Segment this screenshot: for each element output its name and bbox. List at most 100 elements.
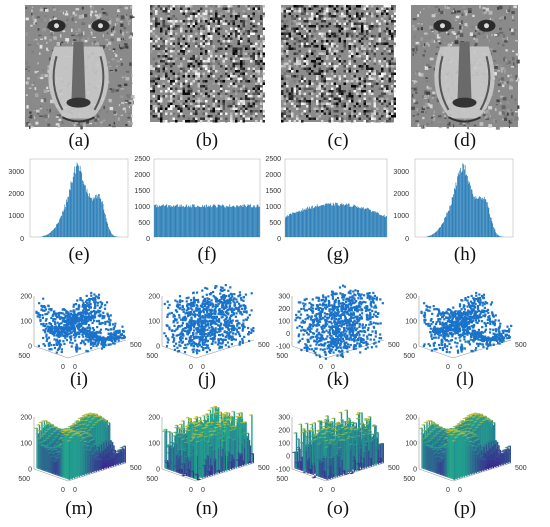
scatter-point	[227, 327, 230, 330]
scatter-point	[201, 309, 204, 312]
scatter-point	[471, 350, 474, 353]
scatter-point	[207, 347, 210, 350]
scatter-point	[113, 325, 117, 328]
scatter-point	[198, 340, 201, 343]
scatter-point	[56, 333, 59, 336]
scatter-point	[220, 345, 223, 348]
scatter-point	[371, 298, 374, 301]
scatter-point	[195, 307, 198, 310]
histogram-bar	[320, 205, 321, 237]
scatter-point	[95, 320, 99, 323]
scatter-point	[310, 324, 313, 327]
scatter-point	[323, 348, 326, 351]
scatter-point	[329, 348, 332, 351]
histogram-bar	[250, 204, 251, 237]
scatter-point	[45, 318, 48, 321]
scatter-point	[65, 327, 68, 330]
surface3d-m: 200 100 0 500 0 0 500	[10, 393, 142, 494]
scatter-point	[226, 309, 229, 312]
scatter-point	[354, 335, 357, 338]
scatter-point	[54, 318, 57, 321]
axis-tick-label: 500	[403, 353, 415, 360]
scatter-point	[92, 344, 95, 348]
scatter-point	[207, 332, 210, 335]
scatter-point	[104, 320, 107, 324]
scatter-point	[73, 336, 76, 339]
scatter-point	[473, 331, 476, 334]
scatter-point	[423, 321, 426, 324]
scatter-point	[341, 352, 344, 356]
scatter-point	[352, 306, 355, 309]
histogram-bar	[216, 207, 217, 237]
scatter-point	[59, 317, 62, 321]
scatter-point	[428, 344, 432, 347]
scatter-point	[348, 323, 351, 326]
surface-cell	[95, 415, 100, 417]
scatter-point	[200, 338, 203, 341]
scatter-point	[327, 299, 330, 302]
scatter-point	[97, 297, 100, 300]
scatter-point	[68, 318, 71, 321]
histogram-bar	[311, 206, 313, 237]
scatter-point	[203, 341, 206, 344]
scatter-point	[461, 334, 464, 337]
scatter-point	[469, 310, 472, 313]
scatter-point	[198, 342, 201, 345]
ytick-label: 2000	[8, 191, 24, 198]
scatter-point	[108, 321, 111, 324]
scatter-point	[223, 319, 226, 322]
scatter-point	[374, 315, 377, 318]
scatter-point	[227, 324, 231, 327]
scatter-point	[344, 315, 347, 318]
scatter-point	[473, 338, 476, 341]
scatter-point	[502, 339, 505, 342]
histogram-bar	[472, 193, 474, 237]
scatter-point	[457, 333, 460, 336]
scatter-point	[77, 304, 80, 307]
scatter-point	[73, 320, 76, 324]
scatter-point	[215, 303, 218, 306]
scatter-point	[85, 309, 88, 312]
surface-cell	[97, 443, 103, 446]
scatter-point	[320, 344, 323, 347]
histogram-bar	[233, 205, 235, 237]
scatter-point	[243, 310, 246, 313]
axis-tick-label: 0	[201, 364, 205, 371]
scatter-point	[339, 292, 342, 295]
histogram-bar	[470, 185, 471, 237]
scatter-point	[103, 307, 107, 310]
scatter-point	[475, 333, 478, 336]
scatter-point	[210, 315, 213, 318]
scatter-point	[460, 314, 463, 317]
scatter-point	[308, 328, 311, 331]
scatter-point	[182, 308, 186, 311]
scatter-point	[333, 340, 336, 343]
scatter-point	[442, 334, 445, 337]
scatter-point	[428, 309, 431, 312]
histogram-bar	[211, 206, 213, 237]
scatter-point	[354, 301, 357, 304]
scatter-point	[328, 313, 331, 316]
scatter-point	[196, 352, 199, 355]
scatter-point	[462, 324, 465, 327]
scatter-point	[494, 336, 497, 339]
cheek-ridge-right	[93, 55, 105, 111]
scatter-point	[324, 342, 327, 345]
scatter-point	[364, 347, 367, 350]
scatter-point	[372, 325, 375, 328]
scatter-point	[299, 313, 303, 316]
scatter-point	[210, 330, 213, 333]
scatter-point	[337, 319, 340, 322]
scatter-point	[464, 311, 467, 314]
scatter-point	[366, 329, 370, 332]
scatter-point	[203, 316, 206, 319]
scatter-point	[241, 339, 244, 342]
scatter-point	[91, 321, 94, 325]
scatter-point	[183, 327, 186, 330]
scatter-point	[166, 337, 169, 340]
scatter-point	[341, 321, 344, 324]
scatter-point	[302, 328, 305, 331]
axis-x	[33, 345, 69, 359]
scatter-point	[331, 311, 334, 314]
scatter-point	[353, 293, 356, 296]
